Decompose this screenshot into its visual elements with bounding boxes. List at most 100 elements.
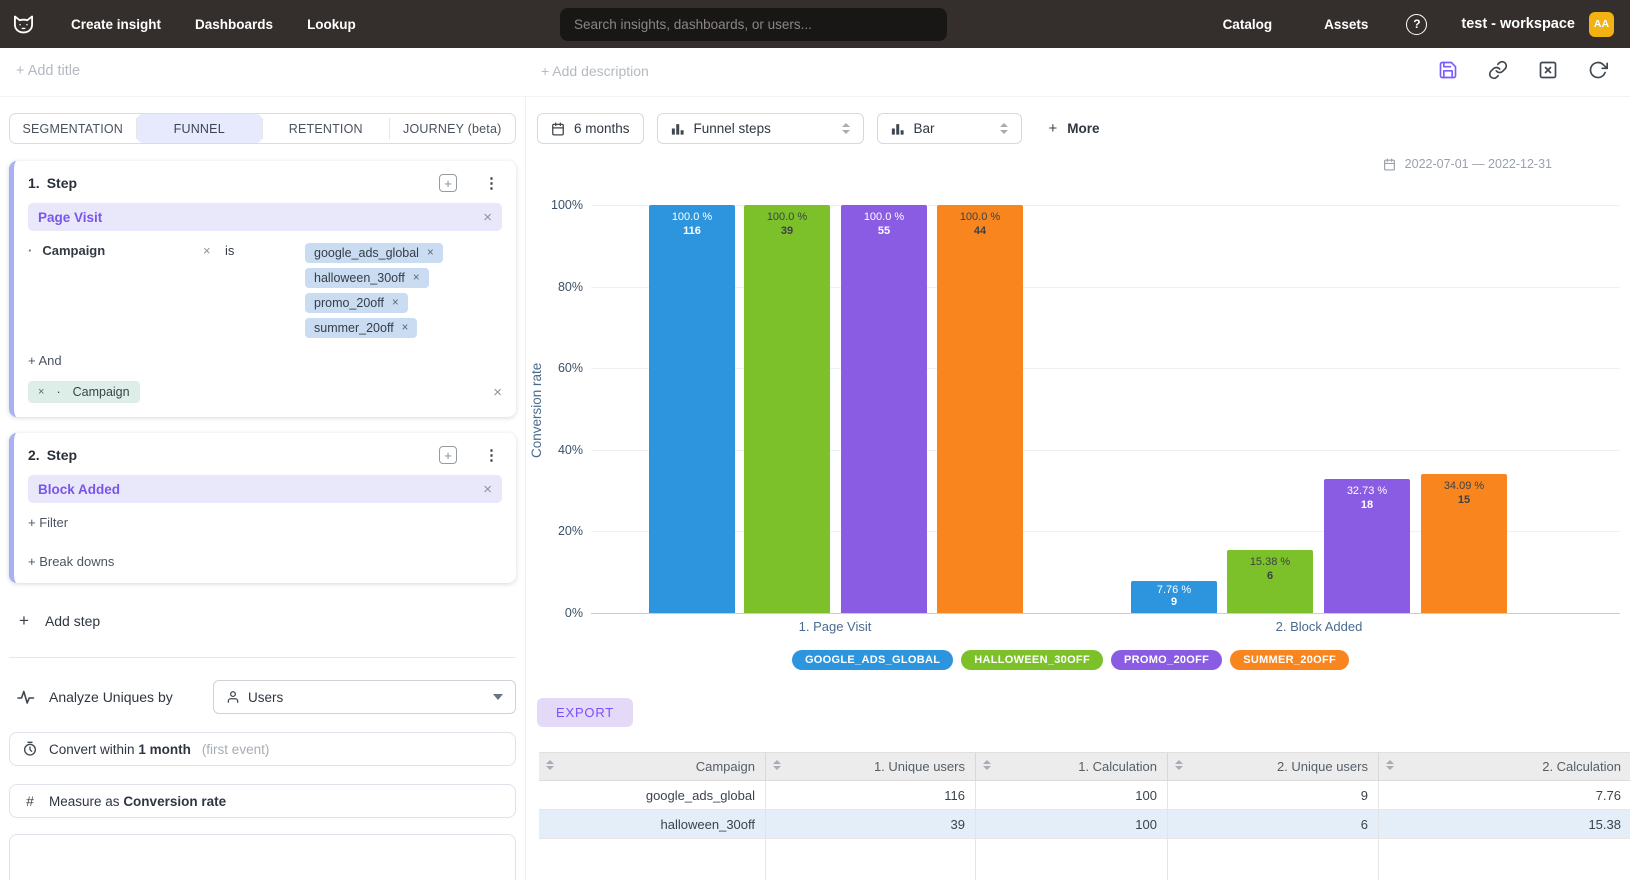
add-event-icon[interactable]: + <box>439 174 457 192</box>
event-row[interactable]: Block Added × <box>28 475 502 503</box>
search-input[interactable] <box>560 17 947 32</box>
avatar[interactable]: AA <box>1589 11 1614 37</box>
top-nav: Create insight Dashboards Lookup Catalog… <box>0 0 1630 48</box>
add-breakdowns-link[interactable]: + Break downs <box>28 554 115 569</box>
col-header-campaign[interactable]: Campaign <box>539 753 766 781</box>
filter-property-label: Campaign <box>42 243 106 258</box>
filter-row: · Campaign × is google_ads_global × hall… <box>28 243 502 338</box>
add-step-label: Add step <box>44 613 101 629</box>
remove-filter-icon[interactable]: × <box>203 243 211 258</box>
date-range-button[interactable]: 6 months <box>537 113 644 144</box>
refresh-icon[interactable] <box>1588 60 1608 80</box>
bar-promo-step1[interactable]: 100.0 % 55 <box>841 205 927 613</box>
conversion-window-box[interactable]: Convert within 1 month (first event) <box>9 732 516 766</box>
table-row[interactable]: halloween_30off 39 100 6 15.38 <box>539 810 1630 839</box>
pending-filter-tag[interactable]: × · Campaign <box>28 381 140 403</box>
add-filter-link[interactable]: + Filter <box>28 515 69 530</box>
add-description-field[interactable]: + Add description <box>541 63 649 79</box>
tag-label: summer_20off <box>314 321 394 335</box>
filter-operator[interactable]: is <box>225 243 235 258</box>
event-row[interactable]: Page Visit × <box>28 203 502 231</box>
nav-assets[interactable]: Assets <box>1324 16 1369 32</box>
add-event-icon[interactable]: + <box>439 446 457 464</box>
cat-logo-icon[interactable] <box>10 12 37 37</box>
col-header-calculation-2[interactable]: 2. Calculation <box>1379 753 1630 781</box>
step-title: Step <box>46 175 78 191</box>
export-button[interactable]: EXPORT <box>537 698 634 727</box>
col-header-unique-users-2[interactable]: 2. Unique users <box>1168 753 1379 781</box>
sort-icon[interactable] <box>546 760 554 770</box>
filter-value-tag[interactable]: google_ads_global × <box>305 243 443 263</box>
y-axis-label: Conversion rate <box>529 362 544 458</box>
tab-segmentation[interactable]: SEGMENTATION <box>22 121 124 136</box>
remove-pending-icon[interactable]: × <box>38 386 45 398</box>
tab-funnel[interactable]: FUNNEL <box>136 114 262 143</box>
funnel-steps-select[interactable]: Funnel steps <box>656 113 864 144</box>
plus-icon: + <box>19 611 29 630</box>
bullet-icon: · <box>56 385 61 399</box>
bar-halloween-step1[interactable]: 100.0 % 39 <box>744 205 830 613</box>
nav-catalog[interactable]: Catalog <box>1222 16 1273 32</box>
col-header-unique-users-1[interactable]: 1. Unique users <box>766 753 976 781</box>
save-icon[interactable] <box>1438 60 1458 80</box>
step-menu-icon[interactable]: ⋮ <box>484 175 499 192</box>
filter-value-tag[interactable]: summer_20off × <box>305 318 418 338</box>
nav-lookup[interactable]: Lookup <box>307 16 356 32</box>
legend-halloween-30off[interactable]: HALLOWEEN_30OFF <box>961 650 1103 670</box>
measure-as-box[interactable]: # Measure as Conversion rate <box>9 784 516 818</box>
remove-tag-icon[interactable]: × <box>391 297 399 309</box>
sort-icon[interactable] <box>1386 760 1394 770</box>
bar-count: 18 <box>1360 499 1374 511</box>
more-button[interactable]: + More <box>1049 120 1100 137</box>
filter-value-tag[interactable]: promo_20off × <box>305 293 408 313</box>
bar-promo-step2[interactable]: 32.73 % 18 <box>1324 479 1410 613</box>
tab-journey[interactable]: JOURNEY (beta) <box>403 121 502 136</box>
copy-link-icon[interactable] <box>1488 60 1508 80</box>
date-range-label: 6 months <box>574 121 630 136</box>
table-row-clipped[interactable] <box>539 839 1630 880</box>
legend-google-ads-global[interactable]: GOOGLE_ADS_GLOBAL <box>791 650 954 670</box>
bar-google-step2[interactable]: 7.76 % 9 <box>1131 581 1217 613</box>
tag-label: halloween_30off <box>314 271 405 285</box>
date-range-display: 2022-07-01 — 2022-12-31 <box>1383 157 1552 171</box>
bar-google-step1[interactable]: 100.0 % 116 <box>649 205 735 613</box>
filter-property[interactable]: · Campaign <box>28 243 203 258</box>
analyze-by-value: Users <box>248 689 284 705</box>
bar-count: 15 <box>1457 494 1471 506</box>
remove-row-icon[interactable]: × <box>493 383 502 401</box>
remove-event-icon[interactable]: × <box>483 208 492 226</box>
filter-value-tag[interactable]: halloween_30off × <box>305 268 429 288</box>
header-label: 1. Calculation <box>1078 759 1157 774</box>
clipped-option-box[interactable] <box>9 834 516 880</box>
table-row[interactable]: google_ads_global 116 100 9 7.76 <box>539 781 1630 810</box>
remove-event-icon[interactable]: × <box>483 480 492 498</box>
insight-type-tabs: SEGMENTATION FUNNEL RETENTION JOURNEY (b… <box>9 113 516 144</box>
workspace-switcher[interactable]: test - workspace <box>1461 16 1575 32</box>
help-icon[interactable]: ? <box>1406 13 1428 35</box>
bar-summer-step1[interactable]: 100.0 % 44 <box>937 205 1023 613</box>
sort-icon[interactable] <box>1175 760 1183 770</box>
step-menu-icon[interactable]: ⋮ <box>484 447 499 464</box>
cell-calculation-1: 100 <box>976 781 1168 810</box>
tab-retention[interactable]: RETENTION <box>288 121 363 136</box>
sort-icon[interactable] <box>983 760 991 770</box>
add-title-field[interactable]: + Add title <box>16 63 81 79</box>
bar-summer-step2[interactable]: 34.09 % 15 <box>1421 474 1507 613</box>
add-step-button[interactable]: + Add step <box>9 611 516 631</box>
legend-promo-20off[interactable]: PROMO_20OFF <box>1110 650 1223 670</box>
nav-create-insight[interactable]: Create insight <box>71 16 162 32</box>
col-header-calculation-1[interactable]: 1. Calculation <box>976 753 1168 781</box>
sort-icon[interactable] <box>773 760 781 770</box>
legend-summer-20off[interactable]: SUMMER_20OFF <box>1230 650 1350 670</box>
remove-tag-icon[interactable]: × <box>401 322 409 334</box>
tab-divider <box>388 118 390 139</box>
viz-type-select[interactable]: Bar <box>876 113 1022 144</box>
add-and-filter-link[interactable]: + And <box>28 353 62 368</box>
clear-icon[interactable] <box>1538 60 1558 80</box>
analyze-by-select[interactable]: Users <box>213 680 516 714</box>
nav-dashboards[interactable]: Dashboards <box>195 16 274 32</box>
bar-halloween-step2[interactable]: 15.38 % 6 <box>1227 550 1313 613</box>
step-number: 2. <box>28 447 40 463</box>
remove-tag-icon[interactable]: × <box>412 272 420 284</box>
remove-tag-icon[interactable]: × <box>426 247 434 259</box>
